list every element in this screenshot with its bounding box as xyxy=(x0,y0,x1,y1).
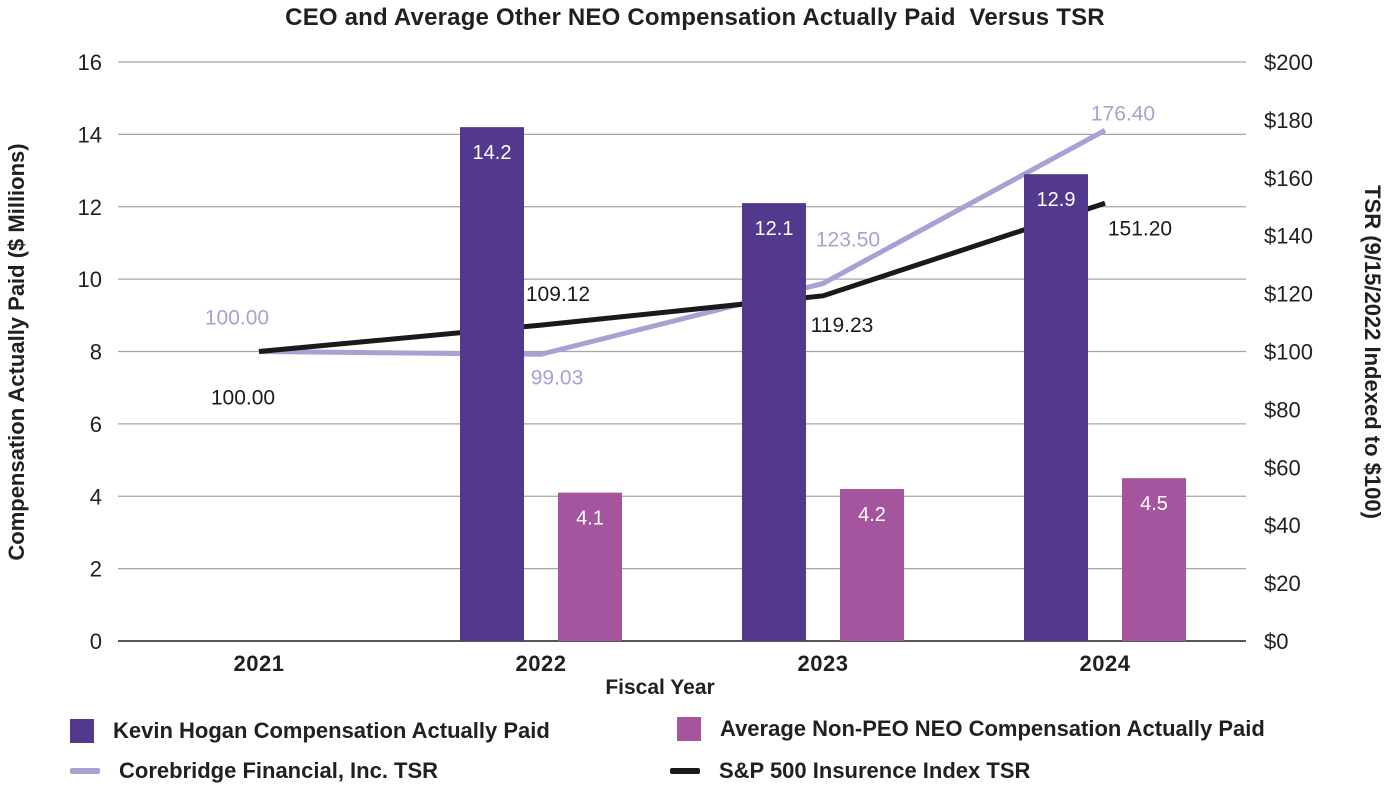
line-value-label: 119.23 xyxy=(811,314,874,337)
bar-ceo xyxy=(742,203,806,641)
bar-neo xyxy=(1122,478,1186,641)
right-axis-tick-label: $20 xyxy=(1264,571,1301,596)
left-axis-tick-label: 2 xyxy=(90,557,102,582)
left-axis-tick-label: 12 xyxy=(78,195,102,220)
bar-neo xyxy=(558,492,622,641)
right-axis-tick-label: $160 xyxy=(1264,166,1313,191)
legend-line-swatch-corebridge xyxy=(70,768,100,774)
legend-square-swatch-neo xyxy=(677,717,701,741)
right-axis-tick-label: $120 xyxy=(1264,282,1313,307)
bar-ceo xyxy=(1024,174,1088,641)
right-axis-tick-label: $80 xyxy=(1264,397,1301,422)
legend-line-swatch-sp500 xyxy=(670,768,700,774)
x-axis-tick-label: 2022 xyxy=(516,651,567,676)
left-axis-tick-label: 4 xyxy=(90,484,102,509)
legend-item-avg-neo-comp: Average Non-PEO NEO Compensation Actuall… xyxy=(677,716,1265,742)
left-axis-tick-label: 14 xyxy=(78,122,102,147)
legend-label-avg-neo-comp: Average Non-PEO NEO Compensation Actuall… xyxy=(720,716,1265,741)
right-axis-tick-label: $40 xyxy=(1264,513,1301,538)
right-axis-tick-label: $0 xyxy=(1264,629,1288,654)
legend-label-kevin-hogan-comp: Kevin Hogan Compensation Actually Paid xyxy=(113,718,550,743)
bar-value-label: 14.2 xyxy=(473,142,512,164)
line-value-label: 109.12 xyxy=(526,283,590,306)
left-axis-tick-label: 0 xyxy=(90,629,102,654)
x-axis-tick-label: 2021 xyxy=(234,651,285,676)
x-axis-tick-label: 2023 xyxy=(798,651,849,676)
line-value-label: 151.20 xyxy=(1108,217,1172,240)
right-axis-tick-label: $100 xyxy=(1264,340,1313,365)
legend-label-sp500-tsr: S&P 500 Insurence Index TSR xyxy=(719,758,1031,783)
left-axis-tick-label: 16 xyxy=(78,50,102,75)
tsr-line-series-1 xyxy=(258,200,1106,354)
bar-ceo xyxy=(460,127,524,641)
tsr-line-series-0 xyxy=(258,128,1107,357)
x-axis-tick-label: 2024 xyxy=(1080,651,1131,676)
right-axis-tick-label: $200 xyxy=(1264,50,1313,75)
bar-value-label: 4.1 xyxy=(576,508,604,530)
line-value-label: 100.00 xyxy=(205,307,269,330)
legend-square-swatch-ceo xyxy=(70,719,94,743)
line-value-label: 100.00 xyxy=(211,387,275,410)
right-axis-tick-label: $60 xyxy=(1264,455,1301,480)
legend-item-corebridge-tsr: Corebridge Financial, Inc. TSR xyxy=(70,758,438,784)
right-axis-tick-label: $180 xyxy=(1264,108,1313,133)
left-axis-tick-label: 6 xyxy=(90,412,102,437)
bar-value-label: 12.9 xyxy=(1037,189,1076,211)
bar-value-label: 4.5 xyxy=(1140,493,1168,515)
line-value-label: 123.50 xyxy=(816,228,880,251)
legend-item-kevin-hogan-comp: Kevin Hogan Compensation Actually Paid xyxy=(70,718,550,744)
legend-item-sp500-tsr: S&P 500 Insurence Index TSR xyxy=(670,758,1030,784)
bar-neo xyxy=(840,489,904,641)
legend-label-corebridge-tsr: Corebridge Financial, Inc. TSR xyxy=(119,758,439,783)
line-value-label: 176.40 xyxy=(1091,102,1155,125)
line-value-label: 99.03 xyxy=(531,366,584,389)
bar-value-label: 4.2 xyxy=(858,504,886,526)
bar-value-label: 12.1 xyxy=(755,218,794,240)
left-axis-tick-label: 10 xyxy=(78,267,102,292)
left-axis-tick-label: 8 xyxy=(90,340,102,365)
x-axis-title: Fiscal Year xyxy=(605,676,715,699)
right-axis-tick-label: $140 xyxy=(1264,224,1313,249)
plot-area: 0 2 4 6 8 10 12 14 16 $0 $20 $40 $60 $80 $100 $120 $140 $… xyxy=(78,50,1313,676)
chart-title: CEO and Average Other NEO Compensation A… xyxy=(285,4,1105,31)
